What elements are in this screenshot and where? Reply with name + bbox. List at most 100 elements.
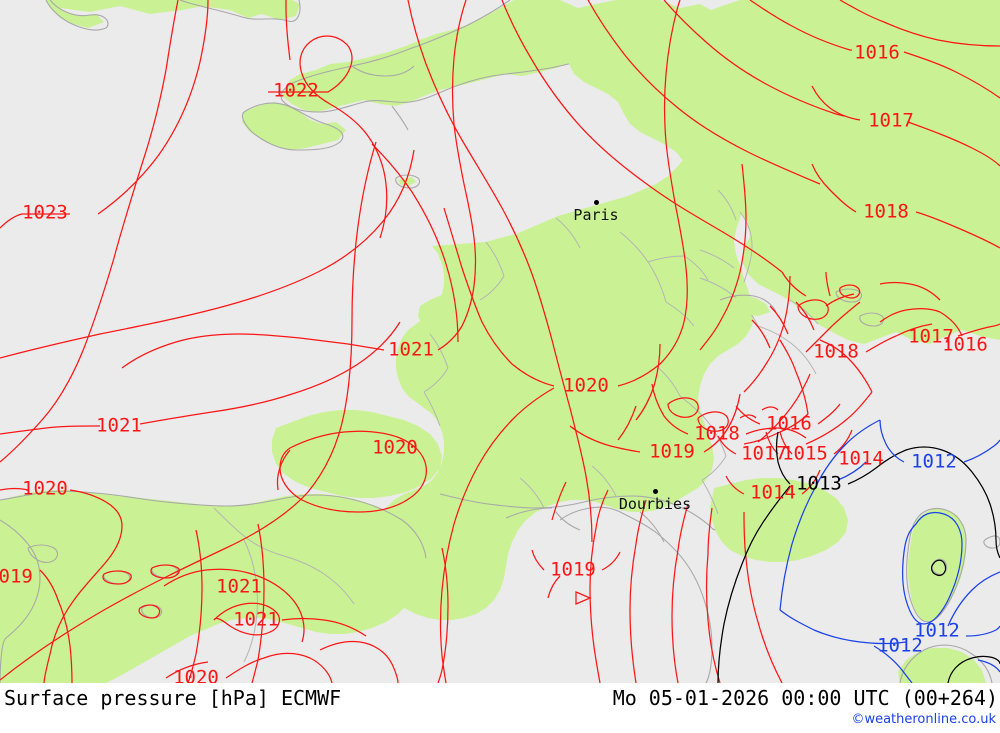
isobar-1016-mc bbox=[735, 405, 761, 425]
isobar-celtic bbox=[0, 0, 179, 463]
isobar-ne-3b bbox=[907, 121, 1000, 167]
isobar-1019-south-c bbox=[547, 575, 561, 599]
isobar-1012 bbox=[879, 419, 905, 463]
isobar-1021-france-b bbox=[437, 0, 477, 351]
isobar-alps-5 bbox=[865, 323, 933, 353]
isobar-1020-france bbox=[617, 0, 688, 387]
isobar-1020-france-c bbox=[439, 387, 555, 683]
isobar-1012-c bbox=[779, 419, 881, 611]
isobar-ne-2 bbox=[587, 0, 821, 185]
isobar-alps-7 bbox=[819, 339, 873, 393]
isobar-alps-17 bbox=[879, 281, 941, 301]
isobar-1020-france-b bbox=[443, 207, 555, 387]
isobar-spain-right bbox=[437, 547, 449, 683]
isobar-alps-8 bbox=[805, 391, 873, 445]
isobar-1012-sard bbox=[873, 645, 913, 683]
geography-layer bbox=[0, 0, 1000, 683]
isobar-1020-loop-b bbox=[276, 449, 291, 491]
isobar-alps-1 bbox=[699, 163, 747, 351]
isobar-1023-b bbox=[97, 0, 209, 215]
isobar-1021-france bbox=[121, 333, 385, 369]
isobar-spain-1020-b bbox=[225, 652, 333, 683]
isobar-lion-4 bbox=[705, 507, 721, 683]
isobar-biscay-long bbox=[0, 141, 377, 681]
isobar-alps-16 bbox=[939, 311, 963, 337]
isobar-spain-1021-b bbox=[281, 617, 367, 637]
isobar-1017-mc bbox=[717, 435, 737, 455]
isobar-lion-1 bbox=[589, 489, 609, 683]
isobar-alps-2 bbox=[743, 275, 791, 393]
isobar-1013-c bbox=[717, 485, 791, 683]
isobar-spain-loop-2 bbox=[102, 570, 132, 585]
isobar-alps-11 bbox=[795, 301, 815, 331]
isobar-alps-6 bbox=[957, 323, 1000, 337]
isobar-1013-b bbox=[847, 446, 1000, 559]
isobar-alps-4 bbox=[805, 301, 861, 353]
isobar-spain-vert bbox=[187, 529, 203, 683]
isobar-ne-4 bbox=[749, 0, 852, 51]
isobar-1022 bbox=[268, 35, 388, 239]
isobar-1012-b bbox=[963, 439, 1000, 463]
isobar-spain-1019-left bbox=[39, 569, 73, 683]
isobar-spain-1021-loop bbox=[163, 568, 305, 643]
isobar-lion-3 bbox=[671, 503, 689, 683]
isobar-1021-biscay-b bbox=[139, 321, 401, 425]
isobar-alps-circ2 bbox=[839, 284, 861, 299]
isobar-1015-mc-b bbox=[833, 429, 853, 455]
isobar-channel-sweep bbox=[371, 143, 459, 343]
isobar-1023 bbox=[0, 213, 70, 229]
isobar-spain-loop-3 bbox=[138, 604, 161, 619]
isobar-spain-1020-c bbox=[319, 640, 399, 683]
isobar-paris-nw bbox=[407, 0, 533, 275]
isobar-mc-cluster-1 bbox=[635, 343, 661, 421]
isobar-alps-9 bbox=[779, 339, 809, 415]
footer-valid-time: Mo 05-01-2026 00:00 UTC (00+264) bbox=[612, 686, 998, 710]
isobar-alps-13 bbox=[751, 319, 771, 349]
isobar-1013 bbox=[775, 431, 791, 485]
isobar-1018-mc bbox=[651, 383, 689, 435]
isobar-1019-south bbox=[531, 549, 545, 571]
isobar-lion-5 bbox=[743, 511, 783, 683]
map-footer: Surface pressure [hPa] ECMWF Mo 05-01-20… bbox=[0, 683, 1000, 733]
isobar-1022-c bbox=[285, 0, 291, 61]
isobar-1012-f bbox=[977, 659, 1000, 673]
isobar-alps-18 bbox=[781, 271, 807, 297]
isobar-1021-biscay bbox=[0, 425, 100, 435]
isobar-1017-right bbox=[811, 85, 861, 121]
isobar-1019-mc bbox=[569, 425, 641, 453]
isobar-alps-10 bbox=[743, 413, 809, 445]
isobar-alps-15 bbox=[879, 308, 941, 323]
isobar-1020-galicia-b bbox=[43, 489, 123, 683]
isobar-alps-19 bbox=[825, 271, 831, 297]
isobar-spain-1020 bbox=[165, 661, 209, 679]
isobar-alps-12 bbox=[769, 305, 789, 335]
isobar-1020-galicia bbox=[0, 487, 29, 491]
pressure-contour-map[interactable]: 1022 1023 1016 1017 1018 1021 1020 1021 … bbox=[0, 0, 1000, 683]
isobar-alps-circ bbox=[797, 299, 829, 320]
isobar-mc-loop-2 bbox=[667, 397, 699, 418]
isobar-1019-mc-b bbox=[703, 393, 741, 453]
isobar-1018-mc-b bbox=[745, 427, 807, 439]
isobar-1020-loop bbox=[279, 430, 428, 513]
isobar-paris-nw-b bbox=[531, 273, 593, 543]
isobar-1021-atlantic bbox=[0, 149, 415, 359]
isobar-spain-vert-2 bbox=[251, 523, 265, 683]
isobar-1012-e bbox=[965, 625, 1000, 637]
footer-title: Surface pressure [hPa] ECMWF bbox=[4, 686, 342, 710]
isobar-lion-6 bbox=[551, 481, 567, 521]
isobar-lion-2 bbox=[629, 499, 647, 683]
isobar-1014-mc bbox=[725, 475, 745, 495]
isobar-1018-right bbox=[811, 163, 857, 213]
footer-credit-link[interactable]: ©weatheronline.co.uk bbox=[851, 712, 996, 727]
isobar-1019-south-b bbox=[601, 551, 621, 571]
isobar-mc-loop bbox=[697, 411, 729, 432]
isobar-1017-mc-b bbox=[779, 431, 793, 455]
isobar-ne-3 bbox=[663, 0, 845, 117]
isobar-mc-small-2 bbox=[761, 406, 779, 411]
isobar-1012-corsica bbox=[902, 511, 963, 625]
isobar-1014-mc-b bbox=[801, 469, 821, 495]
isobar-1018-right-b bbox=[915, 211, 1000, 249]
isobar-spain-loop-1 bbox=[150, 564, 180, 579]
isobar-1012-med-low bbox=[947, 571, 1000, 627]
